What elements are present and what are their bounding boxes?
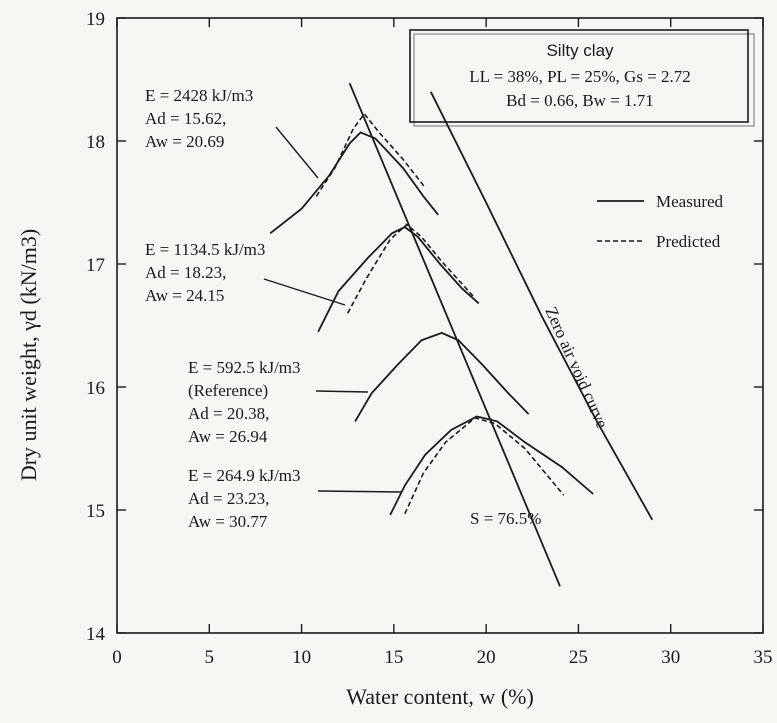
- plot-frame: [116, 17, 764, 634]
- aw-label-1: Aw = 20.69: [145, 132, 224, 151]
- pointer-arrow-3: [315, 390, 369, 393]
- y-tick-label: 19: [86, 9, 105, 30]
- ad-label-2: Ad = 18.23,: [145, 263, 226, 282]
- series-group: [269, 82, 654, 587]
- y-tick-label: 16: [86, 378, 105, 399]
- legend-measured-label: Measured: [656, 192, 724, 211]
- info-box-title: Silty clay: [546, 41, 614, 60]
- predicted-curve-4: [404, 416, 565, 515]
- pointer-arrow-1: [275, 126, 319, 179]
- measured-curve-4: [389, 415, 594, 516]
- ad-label-1: Ad = 15.62,: [145, 109, 226, 128]
- annotation-series-4: E = 264.9 kJ/m3 Ad = 23.23, Aw = 30.77: [188, 466, 403, 531]
- pointer-arrow-4: [317, 490, 403, 493]
- x-tick-label: 0: [112, 647, 122, 668]
- y-tick-labels: 14 15 16 17 18 19: [86, 9, 106, 645]
- saturation-line: [348, 82, 561, 587]
- y-axis-title: Dry unit weight, γd (kN/m3): [16, 229, 41, 481]
- energy-label-3: E = 592.5 kJ/m3: [188, 358, 301, 377]
- aw-label-4: Aw = 30.77: [188, 512, 268, 531]
- y-tick-label: 17: [86, 255, 105, 276]
- x-tick-label: 10: [292, 647, 311, 668]
- annotation-series-3: E = 592.5 kJ/m3 (Reference) Ad = 20.38, …: [188, 358, 369, 446]
- annotation-series-1: E = 2428 kJ/m3 Ad = 15.62, Aw = 20.69: [145, 86, 319, 179]
- predicted-curve-1: [315, 112, 426, 197]
- y-tick-label: 18: [86, 132, 105, 153]
- info-box-frame: [409, 29, 749, 123]
- aw-label-3: Aw = 26.94: [188, 427, 268, 446]
- x-tick-label: 20: [477, 647, 496, 668]
- pointer-arrow-2: [263, 278, 346, 306]
- x-tick-label: 30: [661, 647, 680, 668]
- measured-curve-2: [317, 226, 480, 333]
- info-box-shadow: [413, 33, 755, 127]
- tick-group: [116, 17, 764, 634]
- x-tick-label: 25: [569, 647, 588, 668]
- y-tick-label: 14: [86, 624, 106, 645]
- x-tick-labels: 0 5 10 15 20 25 30 35: [112, 647, 772, 668]
- legend-predicted-label: Predicted: [656, 232, 721, 251]
- x-tick-label: 5: [205, 647, 215, 668]
- info-box: Silty clay LL = 38%, PL = 25%, Gs = 2.72…: [409, 29, 755, 127]
- zero-air-void-label: Zero air void curve: [541, 304, 612, 431]
- info-box-line2: Bd = 0.66, Bw = 1.71: [506, 91, 654, 110]
- annotation-series-2: E = 1134.5 kJ/m3 Ad = 18.23, Aw = 24.15: [145, 240, 346, 306]
- zero-air-void-curve: [429, 91, 654, 521]
- x-tick-label: 35: [754, 647, 773, 668]
- ad-label-3: Ad = 20.38,: [188, 404, 269, 423]
- x-axis-title: Water content, w (%): [346, 684, 534, 709]
- legend: Measured Predicted: [597, 192, 724, 251]
- reference-label-3: (Reference): [188, 381, 268, 400]
- aw-label-2: Aw = 24.15: [145, 286, 224, 305]
- info-box-line1: LL = 38%, PL = 25%, Gs = 2.72: [469, 67, 691, 86]
- measured-curve-1: [269, 131, 439, 235]
- saturation-line-label: S = 76.5%: [470, 509, 541, 528]
- predicted-curve-2: [346, 223, 476, 314]
- energy-label-1: E = 2428 kJ/m3: [145, 86, 253, 105]
- measured-curve-3: [354, 331, 530, 422]
- ad-label-4: Ad = 23.23,: [188, 489, 269, 508]
- y-tick-label: 15: [86, 501, 105, 522]
- x-tick-label: 15: [384, 647, 403, 668]
- energy-label-2: E = 1134.5 kJ/m3: [145, 240, 265, 259]
- energy-label-4: E = 264.9 kJ/m3: [188, 466, 301, 485]
